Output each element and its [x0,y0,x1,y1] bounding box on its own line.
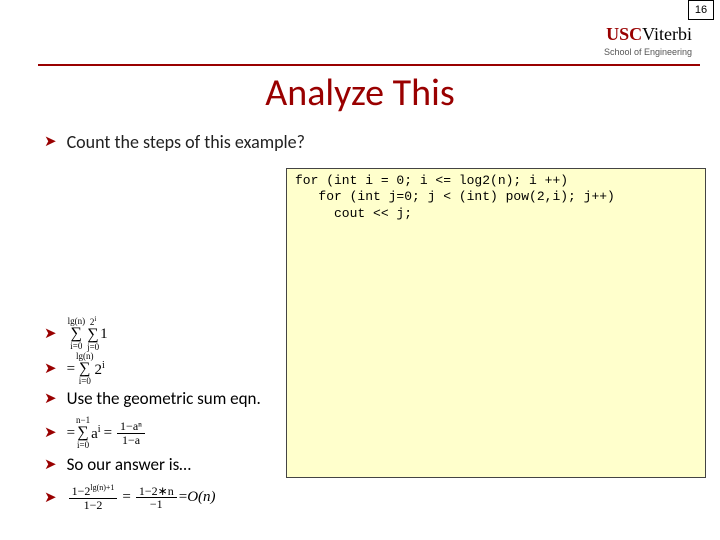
code-block: for (int i = 0; i <= log2(n); i ++) for … [286,168,706,478]
logo-subtitle: School of Engineering [604,47,692,57]
slide-title: Analyze This [0,70,720,116]
math-eq: = [67,361,75,378]
sigma-icon: ∑ [79,361,90,377]
bullet-answer: ➤ So our answer is… [44,454,191,475]
frac-num: 1−aⁿ [117,420,145,434]
bullet-text: Use the geometric sum eqn. [67,388,261,409]
sigma-4: n−1 ∑ i=0 [76,416,90,450]
math-result: O(n) [187,489,215,506]
sigma-3: lg(n) ∑ i=0 [76,352,94,386]
code-content: for (int i = 0; i <= log2(n); i ++) for … [295,173,615,221]
math-eq: = [104,425,112,442]
header-divider [38,64,700,66]
math-row-1: ➤ lg(n) ∑ i=0 2i ∑ j=0 1 [44,316,108,352]
bullet-marker-icon: ➤ [44,488,57,508]
bullet-marker-icon: ➤ [44,389,57,409]
logo-viterbi: Viterbi [642,24,692,44]
bullet-marker-icon: ➤ [44,130,57,154]
logo-main: USCViterbi [604,24,692,45]
frac-num: 1−2lg(n)+1 [69,484,118,499]
sigma-icon: ∑ [77,425,88,441]
math-row-4: ➤ 1−2lg(n)+1 1−2 = 1−2∗n −1 = O(n) [44,484,216,511]
bullet-text: Count the steps of this example? [67,130,305,154]
sigma-icon: ∑ [87,327,98,343]
bullet-marker-icon: ➤ [44,455,57,475]
math-row-2: ➤ = lg(n) ∑ i=0 2i [44,352,105,386]
fraction: 1−2∗n −1 [136,485,177,511]
sigma-icon: ∑ [71,326,82,342]
fraction: 1−aⁿ 1−a [117,420,145,446]
page-number: 16 [688,0,714,20]
content-area: ➤ Count the steps of this example? [44,130,690,164]
sigma-lower: i=0 [77,441,89,450]
sigma-lower: i=0 [79,377,91,386]
fraction: 1−2lg(n)+1 1−2 [69,484,118,511]
logo: USCViterbi School of Engineering [604,24,692,57]
math-row-3: ➤ = n−1 ∑ i=0 ai = 1−aⁿ 1−a [44,416,147,450]
page-number-value: 16 [695,4,707,16]
bullet-marker-icon: ➤ [44,423,57,443]
bullet-geometric: ➤ Use the geometric sum eqn. [44,388,261,409]
bullet-text: So our answer is… [67,454,191,475]
sigma-2: 2i ∑ j=0 [87,316,99,352]
bullet-question: ➤ Count the steps of this example? [44,130,690,154]
math-term: ai [91,424,100,443]
frac-den: −1 [147,498,166,511]
bullet-marker-icon: ➤ [44,359,57,379]
math-term: 2i [95,360,105,379]
sigma-lower: i=0 [70,342,82,351]
math-term: 1 [100,326,108,343]
bullet-marker-icon: ➤ [44,324,57,344]
frac-num: 1−2∗n [136,485,177,499]
math-eq: = [179,489,187,506]
math-eq: = [122,489,130,506]
frac-den: 1−2 [81,499,106,512]
math-eq: = [67,425,75,442]
frac-den: 1−a [119,434,143,447]
sigma-1: lg(n) ∑ i=0 [68,317,86,351]
logo-usc: USC [606,24,642,44]
